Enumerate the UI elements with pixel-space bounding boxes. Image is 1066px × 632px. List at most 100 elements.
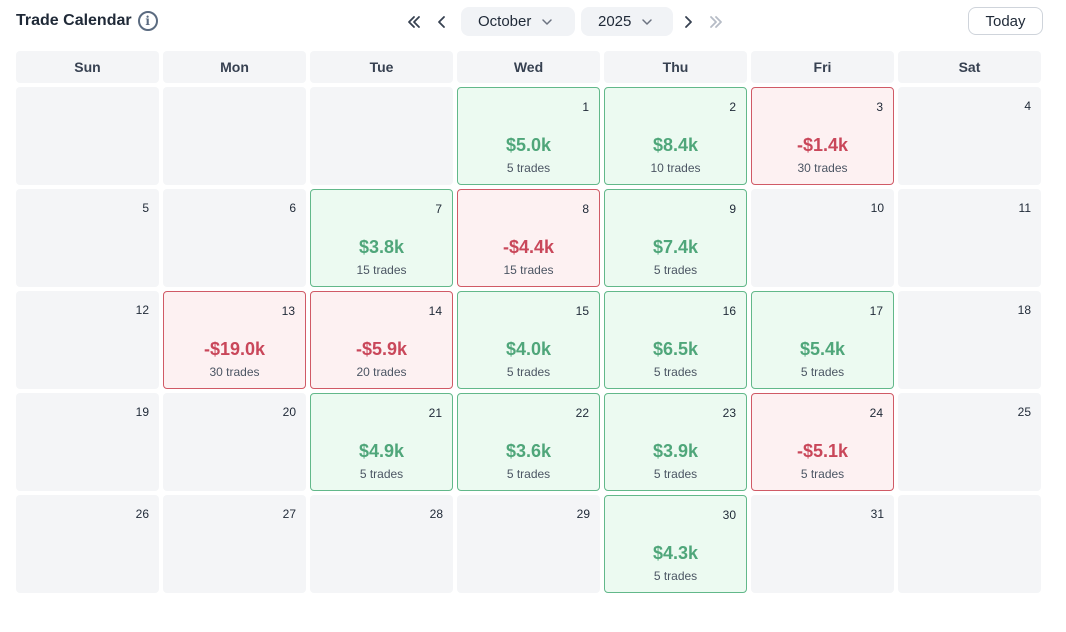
weekday-header: Wed: [457, 51, 600, 83]
day-cell[interactable]: 30 $4.3k 5 trades: [604, 495, 747, 593]
chevron-right-icon: [685, 15, 692, 28]
day-trade-count: 5 trades: [506, 467, 551, 481]
month-select[interactable]: October: [461, 7, 575, 36]
day-cell[interactable]: 5: [16, 189, 159, 287]
day-trade-count: 5 trades: [653, 467, 698, 481]
day-pnl: -$4.4k: [502, 237, 555, 257]
day-trade-count: 15 trades: [356, 263, 407, 277]
weekday-header: Sat: [898, 51, 1041, 83]
weekday-header: Mon: [163, 51, 306, 83]
day-number: 30: [722, 508, 736, 522]
day-cell[interactable]: 1 $5.0k 5 trades: [457, 87, 600, 185]
day-number: 7: [435, 202, 442, 216]
weekday-header: Fri: [751, 51, 894, 83]
day-number: 31: [870, 507, 884, 521]
day-number: 27: [282, 507, 296, 521]
day-pnl: $7.4k: [652, 237, 699, 257]
day-cell[interactable]: 16 $6.5k 5 trades: [604, 291, 747, 389]
info-icon[interactable]: i: [137, 11, 158, 31]
next-year-button[interactable]: [702, 8, 730, 36]
chevron-down-icon: [642, 18, 653, 25]
next-month-button[interactable]: [674, 8, 702, 36]
day-pnl: $4.0k: [505, 339, 552, 359]
day-cell[interactable]: 11: [898, 189, 1041, 287]
day-number: 5: [142, 201, 149, 215]
day-cell[interactable]: 17 $5.4k 5 trades: [751, 291, 894, 389]
calendar-grid: 1 $5.0k 5 trades 2 $8.4k 10 trades 3 -$1.4k 30 t…: [16, 87, 1041, 593]
day-cell[interactable]: 23 $3.9k 5 trades: [604, 393, 747, 491]
previous-month-button[interactable]: [428, 8, 456, 36]
day-trade-count: 20 trades: [356, 365, 407, 379]
day-number: 14: [428, 304, 442, 318]
day-number: 25: [1017, 405, 1031, 419]
day-cell[interactable]: 24 -$5.1k 5 trades: [751, 393, 894, 491]
month-navigation: October 2025: [400, 7, 730, 36]
day-cell[interactable]: 18: [898, 291, 1041, 389]
day-cell[interactable]: 6: [163, 189, 306, 287]
day-cell[interactable]: 2 $8.4k 10 trades: [604, 87, 747, 185]
day-number: 13: [281, 304, 295, 318]
day-pnl: -$1.4k: [796, 135, 849, 155]
day-trade-count: 5 trades: [800, 467, 845, 481]
day-cell[interactable]: 3 -$1.4k 30 trades: [751, 87, 894, 185]
day-number: 2: [729, 100, 736, 114]
day-number: 15: [575, 304, 589, 318]
double-chevron-right-icon: [710, 15, 722, 28]
day-number: 21: [428, 406, 442, 420]
day-cell[interactable]: 21 $4.9k 5 trades: [310, 393, 453, 491]
day-number: 6: [289, 201, 296, 215]
day-cell[interactable]: 20: [163, 393, 306, 491]
day-cell[interactable]: 4: [898, 87, 1041, 185]
day-pnl: $4.9k: [358, 441, 405, 461]
day-cell[interactable]: 12: [16, 291, 159, 389]
day-number: 12: [135, 303, 149, 317]
day-cell[interactable]: 15 $4.0k 5 trades: [457, 291, 600, 389]
day-number: 9: [729, 202, 736, 216]
day-cell[interactable]: 25: [898, 393, 1041, 491]
weekday-header: Tue: [310, 51, 453, 83]
day-cell[interactable]: 9 $7.4k 5 trades: [604, 189, 747, 287]
day-cell[interactable]: 10: [751, 189, 894, 287]
day-number: 19: [135, 405, 149, 419]
day-number: 11: [1018, 201, 1031, 215]
weekday-header-row: Sun Mon Tue Wed Thu Fri Sat: [16, 51, 1041, 83]
day-pnl: -$5.1k: [796, 441, 849, 461]
day-cell[interactable]: 13 -$19.0k 30 trades: [163, 291, 306, 389]
day-cell[interactable]: 29: [457, 495, 600, 593]
day-cell[interactable]: 7 $3.8k 15 trades: [310, 189, 453, 287]
day-pnl: $8.4k: [652, 135, 699, 155]
day-pnl: $6.5k: [652, 339, 699, 359]
day-pnl: $4.3k: [652, 543, 699, 563]
day-cell[interactable]: 27: [163, 495, 306, 593]
day-cell[interactable]: 31: [751, 495, 894, 593]
day-trade-count: 5 trades: [506, 161, 551, 175]
day-trade-count: 5 trades: [653, 365, 698, 379]
day-number: 28: [429, 507, 443, 521]
day-number: 8: [582, 202, 589, 216]
day-pnl: $3.9k: [652, 441, 699, 461]
day-cell[interactable]: 22 $3.6k 5 trades: [457, 393, 600, 491]
day-number: 26: [135, 507, 149, 521]
day-pnl: $5.0k: [505, 135, 552, 155]
day-cell[interactable]: 26: [16, 495, 159, 593]
page-title: Trade Calendar: [16, 12, 132, 29]
day-cell[interactable]: 14 -$5.9k 20 trades: [310, 291, 453, 389]
day-cell[interactable]: 19: [16, 393, 159, 491]
day-cell[interactable]: 28: [310, 495, 453, 593]
day-cell[interactable]: 8 -$4.4k 15 trades: [457, 189, 600, 287]
year-select-value: 2025: [598, 13, 632, 30]
calendar-header: Trade Calendar i October 2025: [0, 0, 1066, 44]
year-select[interactable]: 2025: [581, 7, 673, 36]
day-trade-count: 5 trades: [800, 365, 845, 379]
month-select-value: October: [478, 13, 532, 30]
day-number: 29: [576, 507, 590, 521]
day-number: 20: [282, 405, 296, 419]
day-pnl: $5.4k: [799, 339, 846, 359]
day-number: 1: [582, 100, 589, 114]
previous-year-button[interactable]: [400, 8, 428, 36]
day-trade-count: 10 trades: [650, 161, 701, 175]
day-pnl: -$5.9k: [355, 339, 408, 359]
today-button[interactable]: Today: [968, 7, 1043, 35]
day-trade-count: 5 trades: [506, 365, 551, 379]
empty-day-cell: [898, 495, 1041, 593]
